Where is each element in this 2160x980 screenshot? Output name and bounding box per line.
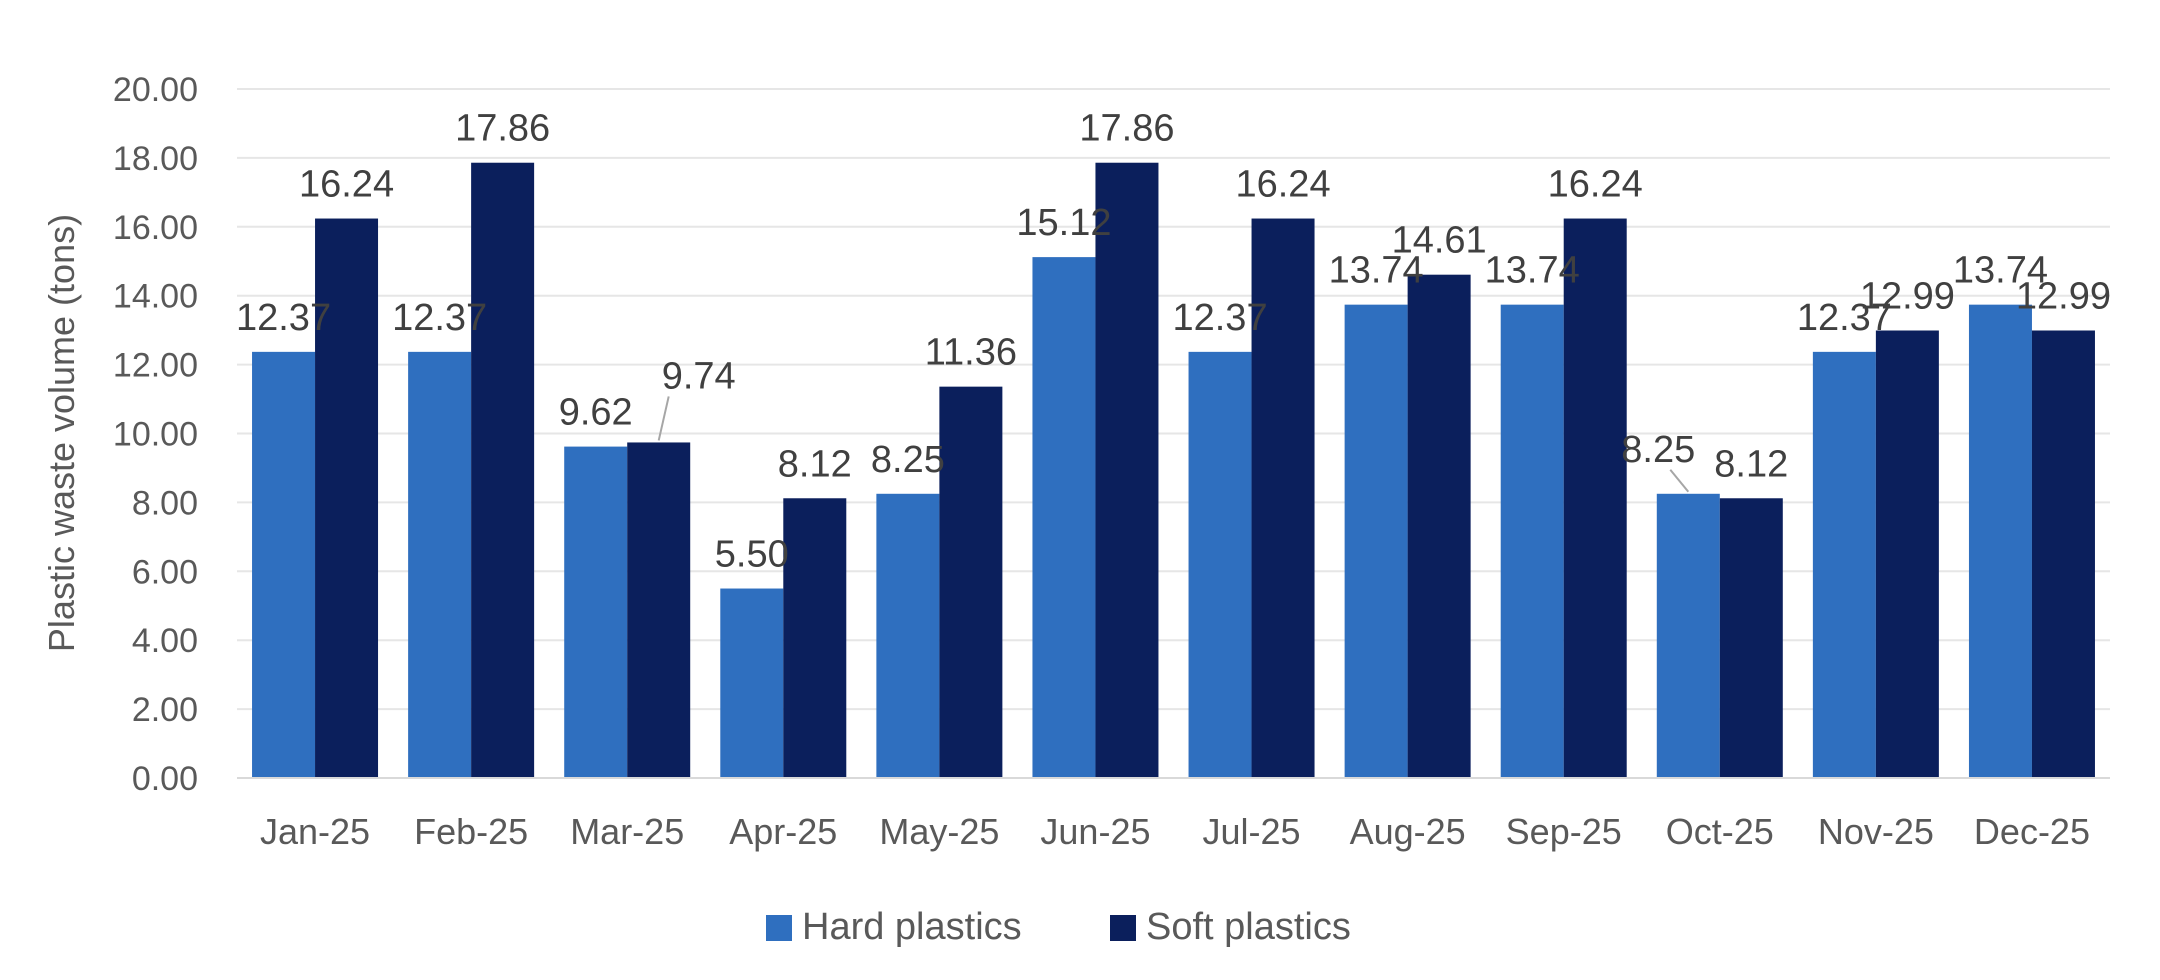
label-leader-line bbox=[657, 396, 670, 441]
hard-plastics-bar bbox=[564, 446, 628, 778]
x-tick-label: Apr-25 bbox=[729, 811, 837, 852]
hard-plastics-bar bbox=[1032, 257, 1096, 779]
x-tick-label: Jul-25 bbox=[1203, 811, 1301, 852]
data-label: 16.24 bbox=[1548, 164, 1643, 206]
data-label: 13.74 bbox=[1329, 250, 1424, 292]
hard-plastics-bar bbox=[1968, 304, 2032, 778]
hard-plastics-bar bbox=[408, 351, 472, 778]
legend: Hard plastics Soft plastics bbox=[766, 906, 1351, 948]
soft-plastics-bar bbox=[1407, 274, 1471, 778]
soft-plastics-bar bbox=[783, 498, 847, 778]
y-tick-label: 14.00 bbox=[113, 278, 198, 316]
data-label: 17.86 bbox=[1079, 108, 1174, 150]
data-label: 5.50 bbox=[715, 534, 789, 576]
y-tick-label: 18.00 bbox=[113, 140, 198, 178]
x-tick-label: Aug-25 bbox=[1350, 811, 1466, 852]
y-axis-ticks: 0.00 2.00 4.00 6.00 8.00 10.00 12.00 14.00 16.00… bbox=[113, 71, 198, 798]
y-tick-label: 4.00 bbox=[132, 622, 198, 660]
hard-plastics-bar bbox=[1500, 304, 1564, 778]
label-leader-line bbox=[1669, 469, 1690, 493]
data-label: 12.37 bbox=[392, 297, 487, 339]
data-label: 11.36 bbox=[925, 332, 1017, 374]
legend-item-hard-plastics: Hard plastics bbox=[766, 906, 1022, 948]
soft-plastics-bar bbox=[315, 218, 379, 779]
legend-swatch bbox=[1110, 915, 1136, 941]
hard-plastics-bar bbox=[1812, 351, 1876, 778]
data-label: 12.37 bbox=[1797, 297, 1892, 339]
legend-label: Soft plastics bbox=[1146, 906, 1351, 948]
legend-swatch bbox=[766, 915, 792, 941]
x-tick-label: Dec-25 bbox=[1974, 811, 2090, 852]
x-tick-label: Nov-25 bbox=[1818, 811, 1934, 852]
soft-plastics-bar bbox=[1251, 218, 1315, 779]
x-tick-label: May-25 bbox=[879, 811, 999, 852]
y-axis-title: Plastic waste volume (tons) bbox=[41, 214, 82, 652]
hard-plastics-bar bbox=[1656, 493, 1720, 778]
legend-label: Hard plastics bbox=[802, 906, 1022, 948]
data-label: 16.24 bbox=[299, 164, 394, 206]
soft-plastics-bar bbox=[471, 162, 535, 778]
soft-plastics-bar bbox=[939, 386, 1003, 778]
soft-plastics-bar bbox=[1095, 162, 1159, 778]
legend-item-soft-plastics: Soft plastics bbox=[1110, 906, 1351, 948]
data-label: 8.25 bbox=[1621, 429, 1695, 471]
y-tick-label: 6.00 bbox=[132, 553, 198, 591]
gridlines bbox=[237, 88, 2110, 711]
soft-plastics-bar bbox=[627, 442, 691, 778]
x-tick-label: Oct-25 bbox=[1666, 811, 1774, 852]
data-label: 9.74 bbox=[662, 355, 736, 397]
data-label: 12.99 bbox=[2016, 275, 2111, 317]
data-label: 12.99 bbox=[1860, 275, 1955, 317]
hard-plastics-bar bbox=[876, 493, 940, 778]
y-tick-label: 20.00 bbox=[113, 71, 198, 109]
data-label: 8.25 bbox=[871, 439, 945, 481]
data-label: 12.37 bbox=[1172, 297, 1267, 339]
x-tick-label: Mar-25 bbox=[570, 811, 684, 852]
y-tick-label: 2.00 bbox=[132, 691, 198, 729]
x-axis-ticks: Jan-25 Feb-25 Mar-25 Apr-25 May-25 Jun-25 Jul-… bbox=[260, 811, 2090, 852]
y-tick-label: 12.00 bbox=[113, 347, 198, 385]
soft-plastics-bar bbox=[2031, 330, 2095, 778]
x-tick-label: Feb-25 bbox=[414, 811, 528, 852]
soft-plastics-bar bbox=[1875, 330, 1939, 778]
y-tick-label: 10.00 bbox=[113, 416, 198, 454]
data-label: 8.12 bbox=[778, 443, 852, 485]
data-label: 17.86 bbox=[455, 108, 550, 150]
hard-plastics-bar bbox=[1344, 304, 1408, 778]
x-tick-label: Jan-25 bbox=[260, 811, 370, 852]
data-label: 13.74 bbox=[1485, 250, 1580, 292]
data-label: 15.12 bbox=[1016, 202, 1111, 244]
hard-plastics-bar bbox=[252, 351, 316, 778]
y-tick-label: 0.00 bbox=[132, 760, 198, 798]
x-tick-label: Sep-25 bbox=[1506, 811, 1622, 852]
data-label: 8.12 bbox=[1714, 443, 1788, 485]
data-label: 13.74 bbox=[1953, 250, 2048, 292]
data-label: 16.24 bbox=[1235, 164, 1330, 206]
x-tick-label: Jun-25 bbox=[1040, 811, 1150, 852]
bars bbox=[252, 162, 2095, 779]
y-tick-label: 8.00 bbox=[132, 484, 198, 522]
data-label: 12.37 bbox=[236, 297, 331, 339]
soft-plastics-bar bbox=[1719, 498, 1783, 778]
hard-plastics-bar bbox=[1188, 351, 1252, 778]
y-tick-label: 16.00 bbox=[113, 209, 198, 247]
data-labels: 12.37 16.24 12.37 17.86 9.62 9.74 5.50 8.12 8.25… bbox=[236, 108, 2111, 576]
data-label: 9.62 bbox=[559, 392, 633, 434]
soft-plastics-bar bbox=[1563, 218, 1627, 779]
hard-plastics-bar bbox=[720, 588, 784, 778]
data-label: 14.61 bbox=[1392, 220, 1487, 262]
